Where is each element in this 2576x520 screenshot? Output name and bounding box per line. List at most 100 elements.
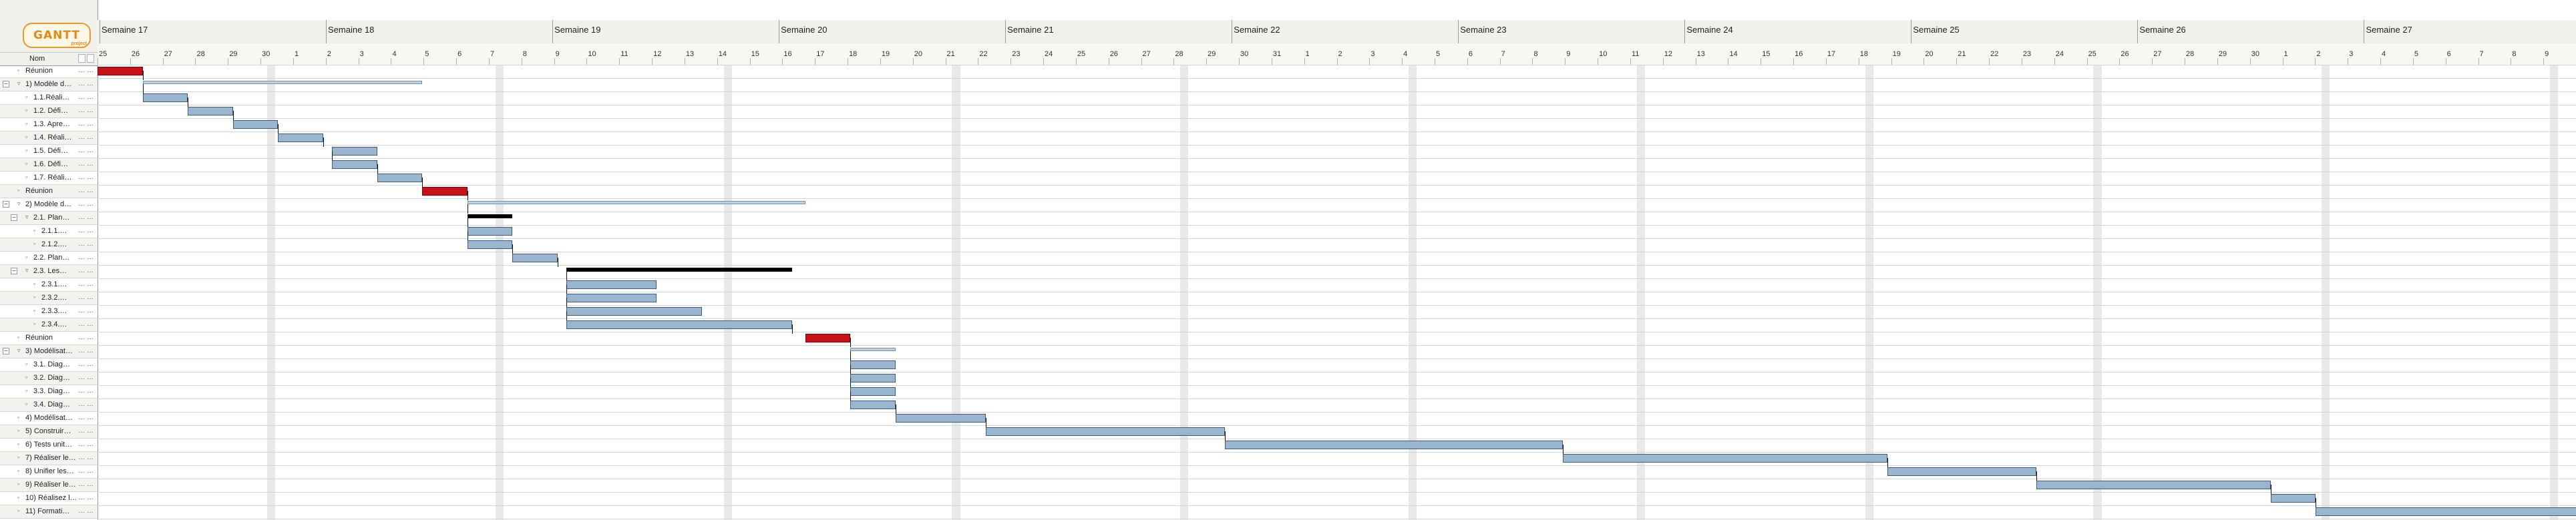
task-name[interactable]: 8) Unifier les… (25, 467, 74, 475)
meeting-bar[interactable] (805, 334, 851, 342)
task-row[interactable]: ▿ 2.3. Les… …… (0, 265, 98, 278)
task-bar[interactable] (2036, 481, 2271, 489)
task-name[interactable]: 2) Modèle d… (25, 200, 72, 208)
task-bar[interactable] (566, 294, 657, 302)
task-name[interactable]: 3.1. Diag… (33, 360, 71, 368)
group-task-bar[interactable] (467, 214, 512, 218)
task-row[interactable]: ▫ 2.1.1.… …… (0, 225, 98, 238)
task-bar[interactable] (850, 387, 896, 396)
task-name[interactable]: 1.3. Apre… (33, 120, 71, 128)
task-name[interactable]: 1.6. Défi… (33, 160, 68, 168)
task-bar[interactable] (467, 227, 512, 236)
collapse-toggle-icon[interactable] (3, 348, 9, 354)
task-name[interactable]: 5) Construir… (25, 427, 71, 435)
task-bar[interactable] (377, 174, 422, 182)
task-name[interactable]: 3.3. Diag… (33, 387, 71, 395)
summary-task-bar[interactable] (850, 348, 896, 351)
task-bar[interactable] (2316, 507, 2576, 516)
task-row[interactable]: ▫ 1.7. Réali… …… (0, 172, 98, 185)
task-bar[interactable] (1224, 441, 1563, 449)
task-name[interactable]: 9) Réaliser le… (25, 481, 76, 489)
task-row[interactable]: ▫ 1.2. Défi… …… (0, 105, 98, 118)
task-row[interactable]: ▫ 3.4. Diag… …… (0, 399, 98, 412)
task-row[interactable]: ▫ 2.3.2.… …… (0, 292, 98, 305)
task-bar[interactable] (985, 427, 1225, 436)
task-bar[interactable] (467, 240, 512, 249)
task-row[interactable]: ▫ 8) Unifier les… …… (0, 465, 98, 479)
task-name[interactable]: 2.3. Les… (33, 267, 67, 275)
column-header-extra-2[interactable] (87, 54, 94, 63)
meeting-bar[interactable] (422, 187, 468, 196)
task-row[interactable]: ▫ 7) Réaliser le……… (0, 452, 98, 465)
collapse-toggle-icon[interactable] (11, 214, 17, 221)
task-row[interactable]: ▫ 5) Construir… …… (0, 425, 98, 439)
summary-task-bar[interactable] (142, 81, 422, 84)
task-bar[interactable] (278, 134, 323, 142)
task-row[interactable]: ▫ Réunion …… (0, 332, 98, 345)
task-row[interactable]: ▫ 2.2. Plan… …… (0, 252, 98, 265)
task-bar[interactable] (512, 254, 558, 262)
task-row[interactable]: ▿ 2) Modèle d… …… (0, 198, 98, 212)
task-name[interactable]: 3.4. Diag… (33, 401, 71, 409)
task-row[interactable]: ▫ 1.4. Réali… …… (0, 132, 98, 145)
task-bar[interactable] (850, 360, 896, 369)
task-name[interactable]: Réunion (25, 334, 53, 342)
task-bar[interactable] (188, 107, 233, 115)
task-name[interactable]: 2.3.3.… (41, 307, 67, 315)
task-bar[interactable] (142, 93, 188, 102)
task-name[interactable]: 7) Réaliser le… (25, 454, 76, 462)
task-row[interactable]: ▫ 1.5. Défi… …… (0, 145, 98, 158)
task-bar[interactable] (566, 307, 702, 316)
task-name[interactable]: 4) Modélisat… (25, 414, 73, 422)
task-name[interactable]: 2.3.1.… (41, 280, 67, 288)
task-name[interactable]: 1.2. Défi… (33, 107, 68, 115)
collapse-toggle-icon[interactable] (3, 201, 9, 208)
task-name[interactable]: 6) Tests unit… (25, 441, 73, 449)
task-bar[interactable] (332, 160, 377, 169)
task-row[interactable]: ▫ 6) Tests unit… …… (0, 439, 98, 452)
task-name[interactable]: Réunion (25, 187, 53, 195)
task-row[interactable]: ▫ 2.3.1.… …… (0, 278, 98, 292)
task-row[interactable]: ▫ 1.3. Apre… …… (0, 118, 98, 132)
task-bar[interactable] (850, 374, 896, 382)
task-name[interactable]: 3) Modélisat… (25, 347, 73, 355)
task-name[interactable]: 2.3.4.… (41, 320, 67, 328)
task-bar[interactable] (895, 414, 986, 423)
task-row[interactable]: ▫ 10) Réalisez l……… (0, 492, 98, 505)
gantt-body[interactable] (98, 65, 2576, 520)
task-row[interactable]: ▫ 3.3. Diag… …… (0, 385, 98, 399)
task-bar[interactable] (332, 147, 377, 156)
task-row[interactable]: ▫ 1.6. Défi… …… (0, 158, 98, 172)
task-name[interactable]: 2.3.2.… (41, 294, 67, 302)
collapse-toggle-icon[interactable] (11, 268, 17, 274)
task-row[interactable]: ▫ 3.1. Diag… …… (0, 358, 98, 372)
task-bar[interactable] (2270, 494, 2316, 503)
task-row[interactable]: ▿ 3) Modélisat… …… (0, 345, 98, 358)
summary-task-bar[interactable] (467, 201, 805, 204)
task-name[interactable]: 1.1.Réali… (33, 93, 70, 101)
task-row[interactable]: ▫ 4) Modélisat… …… (0, 412, 98, 425)
task-row[interactable]: ▫ 2.3.3.… …… (0, 305, 98, 318)
task-name[interactable]: 11) Formati… (25, 507, 70, 515)
meeting-bar[interactable] (98, 67, 143, 75)
task-name[interactable]: 1) Modèle d… (25, 80, 72, 88)
task-row[interactable]: ▫ Réunion …… (0, 185, 98, 198)
task-name[interactable]: 1.4. Réali… (33, 134, 72, 142)
task-row[interactable]: ▫ 2.3.4.… …… (0, 318, 98, 332)
task-row[interactable]: ▫ 3.2. Diag… …… (0, 372, 98, 385)
task-name[interactable]: Réunion (25, 67, 53, 75)
task-row[interactable]: ▫ 1.1.Réali… …… (0, 91, 98, 105)
task-name[interactable]: 2.2. Plan… (33, 254, 70, 262)
task-row[interactable]: ▫ Réunion …… (0, 65, 98, 78)
task-bar[interactable] (566, 320, 792, 329)
task-name[interactable]: 1.5. Défi… (33, 147, 68, 155)
task-row[interactable]: ▿ 1) Modèle d… …… (0, 78, 98, 91)
collapse-toggle-icon[interactable] (3, 81, 9, 87)
task-bar[interactable] (1887, 467, 2036, 476)
column-header-extra-1[interactable] (78, 54, 85, 63)
task-name[interactable]: 2.1.1.… (41, 227, 67, 235)
task-bar[interactable] (1562, 454, 1887, 463)
task-name[interactable]: 10) Réalisez l… (25, 494, 76, 502)
task-row[interactable]: ▫ 9) Réaliser le……… (0, 479, 98, 492)
task-bar[interactable] (232, 120, 278, 129)
